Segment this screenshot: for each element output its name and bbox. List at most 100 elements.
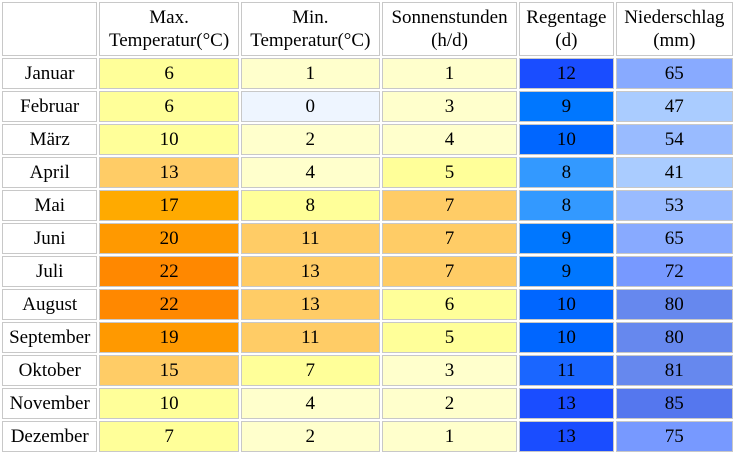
sunshine-cell: 7: [381, 256, 518, 287]
table-row: Januar 6 1 1 12 65: [2, 58, 733, 89]
table-row: November 10 4 2 13 85: [2, 388, 733, 419]
table-row: Februar 6 0 3 9 47: [2, 91, 733, 122]
precipitation-cell: 65: [615, 223, 733, 254]
table-row: August 22 13 6 10 80: [2, 289, 733, 320]
month-label: August: [2, 289, 98, 320]
max-temp-cell: 22: [99, 256, 239, 287]
sunshine-cell: 6: [381, 289, 518, 320]
table-row: April 13 4 5 8 41: [2, 157, 733, 188]
header-min-temp-line1: Min.: [292, 7, 329, 28]
header-precipitation-line2: (mm): [653, 30, 696, 51]
rain-days-cell: 9: [519, 91, 614, 122]
header-rain-days-line1: Regentage: [526, 7, 607, 28]
table-row: Dezember 7 2 1 13 75: [2, 421, 733, 452]
header-sunshine-hours-line2: (h/d): [431, 30, 468, 51]
precipitation-cell: 47: [615, 91, 733, 122]
table-row: September 19 11 5 10 80: [2, 322, 733, 353]
header-precipitation: Niederschlag (mm): [615, 2, 733, 56]
max-temp-cell: 22: [99, 289, 239, 320]
header-max-temp-line2: Temperatur(°C): [108, 30, 230, 51]
max-temp-cell: 19: [99, 322, 239, 353]
precipitation-cell: 80: [615, 322, 733, 353]
header-rain-days: Regentage (d): [519, 2, 614, 56]
max-temp-cell: 17: [99, 190, 239, 221]
rain-days-cell: 10: [519, 124, 614, 155]
max-temp-cell: 20: [99, 223, 239, 254]
header-min-temp: Min. Temperatur(°C): [240, 2, 380, 56]
month-label: Dezember: [2, 421, 98, 452]
rain-days-cell: 10: [519, 289, 614, 320]
sunshine-cell: 4: [381, 124, 518, 155]
min-temp-cell: 11: [240, 322, 380, 353]
precipitation-cell: 80: [615, 289, 733, 320]
max-temp-cell: 6: [99, 58, 239, 89]
header-max-temp-line1: Max.: [149, 7, 189, 28]
sunshine-cell: 7: [381, 223, 518, 254]
header-min-temp-line2: Temperatur(°C): [250, 30, 371, 51]
sunshine-cell: 2: [381, 388, 518, 419]
rain-days-cell: 13: [519, 421, 614, 452]
min-temp-cell: 0: [240, 91, 380, 122]
sunshine-cell: 1: [381, 58, 518, 89]
header-max-temp: Max. Temperatur(°C): [99, 2, 239, 56]
max-temp-cell: 10: [99, 124, 239, 155]
min-temp-cell: 1: [240, 58, 380, 89]
max-temp-cell: 15: [99, 355, 239, 386]
month-label: Oktober: [2, 355, 98, 386]
month-label: Juli: [2, 256, 98, 287]
min-temp-cell: 8: [240, 190, 380, 221]
precipitation-cell: 75: [615, 421, 733, 452]
rain-days-cell: 10: [519, 322, 614, 353]
max-temp-cell: 13: [99, 157, 239, 188]
precipitation-cell: 65: [615, 58, 733, 89]
min-temp-cell: 13: [240, 289, 380, 320]
header-row: Max. Temperatur(°C) Min. Temperatur(°C) Sonn…: [2, 2, 733, 56]
table-header: Max. Temperatur(°C) Min. Temperatur(°C) Sonn…: [2, 2, 733, 56]
precipitation-cell: 41: [615, 157, 733, 188]
min-temp-cell: 13: [240, 256, 380, 287]
min-temp-cell: 7: [240, 355, 380, 386]
table-row: Mai 17 8 7 8 53: [2, 190, 733, 221]
min-temp-cell: 11: [240, 223, 380, 254]
min-temp-cell: 2: [240, 124, 380, 155]
precipitation-cell: 81: [615, 355, 733, 386]
rain-days-cell: 9: [519, 223, 614, 254]
header-sunshine-hours: Sonnenstunden (h/d): [381, 2, 518, 56]
sunshine-cell: 5: [381, 157, 518, 188]
month-label: Februar: [2, 91, 98, 122]
precipitation-cell: 72: [615, 256, 733, 287]
table-row: Juli 22 13 7 9 72: [2, 256, 733, 287]
month-label: März: [2, 124, 98, 155]
header-sunshine-hours-line1: Sonnenstunden: [391, 7, 508, 28]
month-label: Mai: [2, 190, 98, 221]
table-row: März 10 2 4 10 54: [2, 124, 733, 155]
sunshine-cell: 3: [381, 355, 518, 386]
max-temp-cell: 6: [99, 91, 239, 122]
table-row: Juni 20 11 7 9 65: [2, 223, 733, 254]
sunshine-cell: 3: [381, 91, 518, 122]
rain-days-cell: 12: [519, 58, 614, 89]
min-temp-cell: 4: [240, 157, 380, 188]
header-precipitation-line1: Niederschlag: [624, 7, 725, 28]
rain-days-cell: 8: [519, 157, 614, 188]
table-body: Januar 6 1 1 12 65 Februar 6 0 3 9 47 März 10 2 4 10 54 Ap…: [2, 58, 733, 452]
precipitation-cell: 54: [615, 124, 733, 155]
month-label: Juni: [2, 223, 98, 254]
sunshine-cell: 1: [381, 421, 518, 452]
min-temp-cell: 2: [240, 421, 380, 452]
rain-days-cell: 8: [519, 190, 614, 221]
sunshine-cell: 5: [381, 322, 518, 353]
month-label: Januar: [2, 58, 98, 89]
max-temp-cell: 7: [99, 421, 239, 452]
sunshine-cell: 7: [381, 190, 518, 221]
rain-days-cell: 11: [519, 355, 614, 386]
month-label: November: [2, 388, 98, 419]
rain-days-cell: 13: [519, 388, 614, 419]
precipitation-cell: 85: [615, 388, 733, 419]
max-temp-cell: 10: [99, 388, 239, 419]
header-rain-days-line2: (d): [555, 30, 578, 51]
month-label: September: [2, 322, 98, 353]
corner-cell: [2, 2, 98, 56]
month-label: April: [2, 157, 98, 188]
